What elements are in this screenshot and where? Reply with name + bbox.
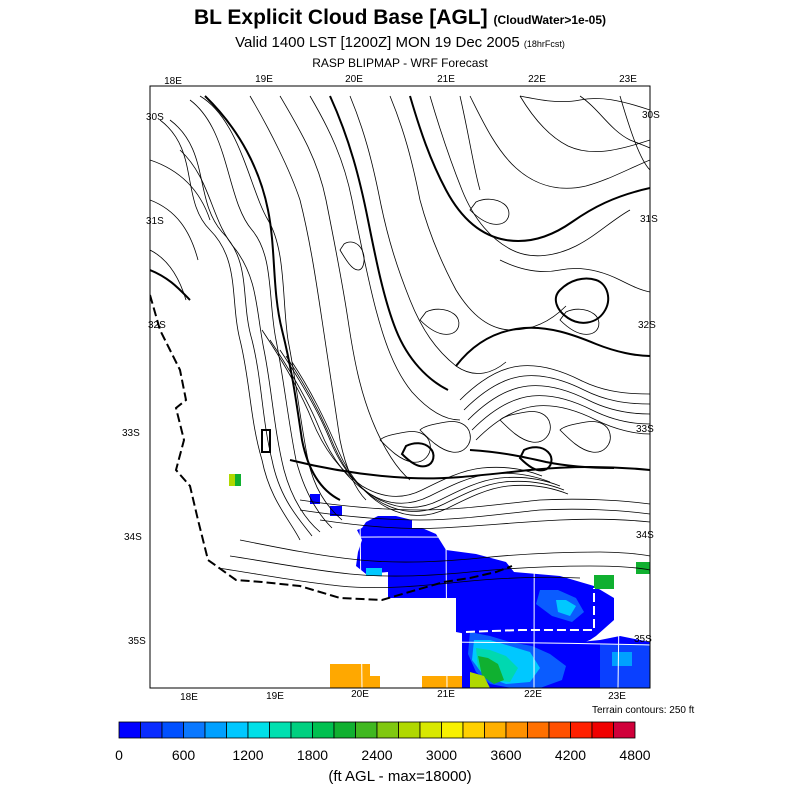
lon-label-top: 20E [345, 74, 363, 85]
lat-label-left: 30S [146, 112, 164, 123]
terrain-contour-note: Terrain contours: 250 ft [592, 705, 695, 716]
colorbar-swatch [591, 721, 614, 739]
colorbar-swatch [269, 721, 292, 739]
colorbar-swatch [140, 721, 163, 739]
colorbar-tick-label: 0 [115, 747, 123, 763]
colorbar-swatch [548, 721, 571, 739]
cloud-cell-east-green [594, 575, 614, 589]
cloud-region-main [356, 516, 614, 652]
colorbar-swatch [613, 721, 636, 739]
lat-label-left: 32S [148, 320, 166, 331]
coastline [150, 294, 513, 602]
cloud-cell-edge-green [636, 562, 650, 574]
lon-label-bottom: 20E [351, 689, 369, 700]
lat-label-right: 33S [636, 424, 654, 435]
lon-labels-bottom: 18E 19E 20E 21E 22E 23E [180, 689, 626, 703]
lon-label-top: 22E [528, 74, 546, 85]
colorbar-swatch [376, 721, 399, 739]
lat-lon-grid [150, 86, 650, 688]
cloud-cell-3 [366, 568, 382, 576]
colorbar-swatches [118, 721, 636, 739]
colorbar-swatch [570, 721, 593, 739]
lat-labels-right: 30S 31S 32S 33S 34S 35S [634, 110, 660, 645]
colorbar-tick-label: 2400 [361, 747, 392, 763]
lat-label-right: 35S [634, 634, 652, 645]
lon-label-bottom: 18E [180, 692, 198, 703]
colorbar-swatch [333, 721, 356, 739]
forecast-map: 18E 19E 20E 21E 22E 23E 18E 19E 20E 21E … [122, 74, 660, 703]
colorbar-swatch [312, 721, 335, 739]
cloud-cell-2 [330, 506, 342, 516]
lat-label-right: 31S [640, 214, 658, 225]
coastline-east [465, 588, 595, 633]
lat-label-left: 35S [128, 636, 146, 647]
colorbar-swatch [290, 721, 313, 739]
lat-label-right: 30S [642, 110, 660, 121]
lon-label-bottom: 19E [266, 691, 284, 702]
colorbar-swatch [484, 721, 507, 739]
lat-label-right: 32S [638, 320, 656, 331]
cloud-patch-yellow [470, 672, 490, 688]
cloud-cell-west-yellow [229, 474, 235, 486]
colorbar-swatch [419, 721, 442, 739]
colorbar-swatch [462, 721, 485, 739]
cloud-cell-white-2 [614, 598, 650, 628]
lon-labels-top: 18E 19E 20E 21E 22E 23E [164, 74, 637, 87]
colorbar-swatch [226, 721, 249, 739]
colorbar-swatch [247, 721, 270, 739]
colorbar-units: (ft AGL - max=18000) [328, 768, 472, 785]
map-frame [149, 85, 651, 689]
lon-label-bottom: 21E [437, 689, 455, 700]
colorbar-tick-label: 4800 [619, 747, 650, 763]
colorbar-tick-label: 600 [172, 747, 196, 763]
colorbar-swatch [118, 721, 141, 739]
colorbar-swatch [398, 721, 421, 739]
cloud-cell-white [412, 516, 422, 528]
cloud-patch-east-cyan [556, 600, 576, 616]
cloud-region-orange-a [330, 664, 380, 688]
lon-label-top: 18E [164, 76, 182, 87]
lon-label-top: 19E [255, 74, 273, 85]
valid-time: Valid 1400 LST [1200Z] MON 19 Dec 2005 (… [235, 34, 565, 51]
lat-label-left: 33S [122, 428, 140, 439]
map-subtitle: RASP BLIPMAP - WRF Forecast [312, 56, 488, 70]
lat-label-left: 34S [124, 532, 142, 543]
cloud-base-shading [229, 474, 650, 688]
lon-label-bottom: 23E [608, 691, 626, 702]
lon-label-top: 23E [619, 74, 637, 85]
cloud-patch-southeast-cyan [612, 652, 632, 666]
colorbar-swatch [505, 721, 528, 739]
lat-labels-left: 30S 31S 32S 33S 34S 35S [122, 112, 166, 647]
terrain-contours [150, 95, 650, 589]
colorbar-tick-label: 4200 [555, 747, 586, 763]
colorbar-swatch [161, 721, 184, 739]
cloud-cell-1 [310, 494, 320, 504]
colorbar-tick-labels: 0 600 1200 1800 2400 3000 3600 4200 4800 [115, 747, 651, 763]
map-title: BL Explicit Cloud Base [AGL] (CloudWater… [193, 6, 607, 29]
colorbar-tick-label: 3600 [490, 747, 521, 763]
lon-label-top: 21E [437, 74, 455, 85]
terrain-contours-major [150, 95, 650, 501]
colorbar-tick-label: 3000 [426, 747, 457, 763]
lat-label-right: 34S [636, 530, 654, 541]
colorbar-swatch [183, 721, 206, 739]
colorbar-swatch [527, 721, 550, 739]
lon-label-bottom: 22E [524, 689, 542, 700]
colorbar-swatch [355, 721, 378, 739]
colorbar-tick-label: 1800 [297, 747, 328, 763]
colorbar-swatch [441, 721, 464, 739]
colorbar: 0 600 1200 1800 2400 3000 3600 4200 4800 [115, 721, 651, 763]
cloud-region-orange-b [422, 676, 462, 688]
colorbar-swatch [204, 721, 227, 739]
colorbar-tick-label: 1200 [232, 747, 263, 763]
lat-label-left: 31S [146, 216, 164, 227]
